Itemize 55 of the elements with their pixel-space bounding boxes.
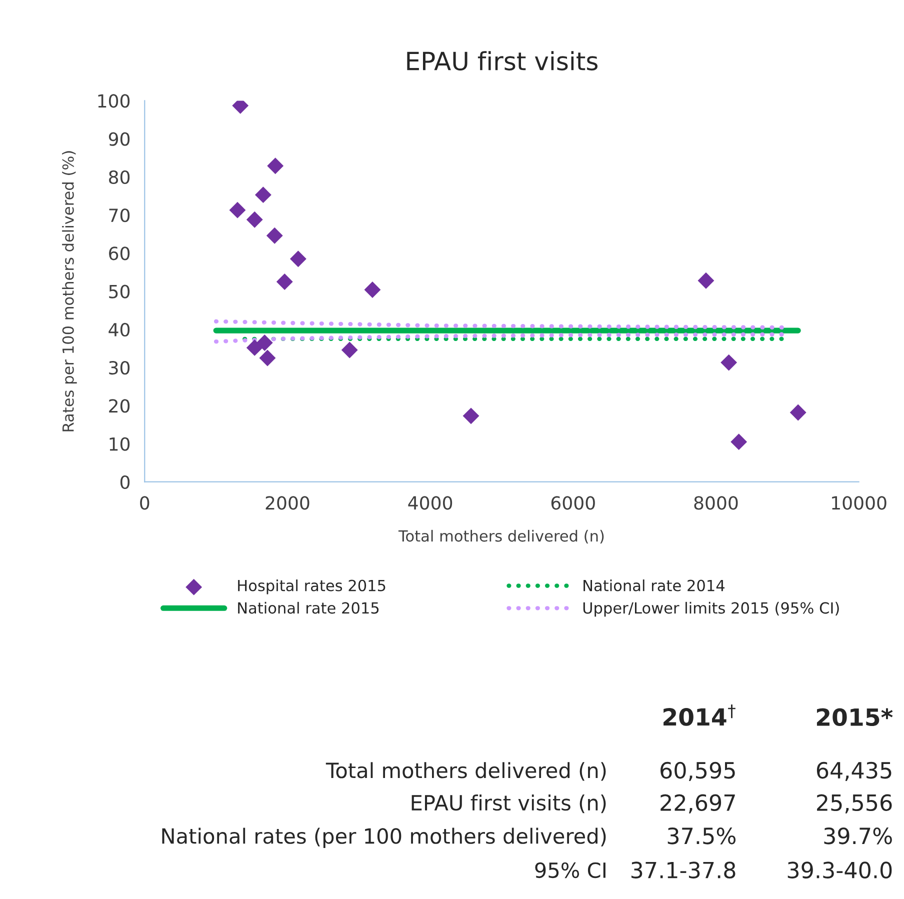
point [720, 354, 738, 371]
point [730, 434, 748, 450]
text: 22,697 [660, 794, 735, 814]
y-tick-label: 50 [109, 284, 130, 298]
x-tick-label: 0 [140, 496, 150, 510]
y-axis-title: Rates per 100 mothers delivered (%) [62, 151, 77, 432]
text: 39.3-40.0 [788, 862, 892, 878]
y-tick-label: 60 [109, 246, 130, 260]
x-tick-label: 2000 [266, 496, 310, 510]
point [790, 404, 806, 421]
point [364, 282, 381, 298]
text: Total mothers delivered (n) [326, 762, 606, 781]
point [290, 250, 306, 268]
y-tick-label: 30 [109, 360, 130, 375]
text: 25,556 [817, 794, 892, 814]
y-tick-label: 90 [108, 132, 130, 146]
text: EPAU first visits (n) [412, 794, 606, 814]
point [254, 186, 272, 204]
x-axis-title: Total mothers delivered (n) [398, 530, 604, 544]
text: National rates (per 100 mothers delivered) [162, 828, 606, 848]
y-tick-label: 70 [109, 208, 130, 222]
text: 95% CI [535, 862, 606, 878]
x-tick-label: 8000 [694, 496, 738, 510]
text: 60,595 [660, 762, 735, 781]
legend-label: Hospital rates 2015 [238, 579, 386, 594]
y-tick-label: 0 [120, 475, 130, 489]
point [229, 202, 246, 218]
text: 2014$^{†}$ [664, 704, 736, 726]
legend-label: Upper/Lower limits 2015 (95% CI) [583, 602, 839, 617]
legend-label: National rate 2014 [584, 579, 725, 592]
y-tick-label: 40 [108, 322, 130, 337]
legend-label: National rate 2015 [238, 602, 379, 614]
y-tick-label: 20 [109, 399, 130, 413]
point [267, 158, 284, 174]
chart-title: EPAU first visits [407, 51, 598, 70]
point [266, 227, 283, 244]
point [246, 211, 263, 228]
point [256, 334, 273, 351]
text: 37.5% [668, 828, 736, 844]
y-tick-label: 10 [110, 437, 130, 451]
x-tick-label: 4000 [408, 496, 452, 510]
y-tick-label: 80 [109, 170, 130, 184]
text: 37.1-37.8 [631, 862, 736, 878]
point [462, 408, 480, 424]
point [698, 272, 714, 289]
point [246, 339, 263, 356]
text: 39.7% [824, 828, 892, 844]
y-tick-label: 100 [98, 94, 130, 108]
text: 2015* [816, 708, 893, 726]
x-tick-label: 10000 [832, 496, 886, 510]
point [341, 342, 358, 358]
x-tick-label: 6000 [551, 496, 595, 510]
point [259, 350, 276, 366]
point [276, 274, 293, 290]
text: 64,435 [816, 762, 892, 781]
